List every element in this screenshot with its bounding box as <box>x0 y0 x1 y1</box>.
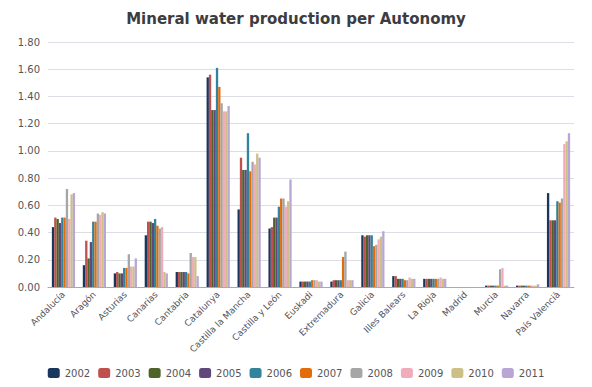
svg-text:Illes Balears: Illes Balears <box>362 289 408 335</box>
svg-text:0.20: 0.20 <box>18 254 40 265</box>
svg-text:Murcia: Murcia <box>472 289 500 317</box>
svg-text:2008: 2008 <box>367 368 392 379</box>
svg-text:Galicia: Galicia <box>348 289 377 318</box>
svg-text:1.20: 1.20 <box>18 118 40 129</box>
svg-text:Euskadi: Euskadi <box>283 289 315 321</box>
svg-text:Madrid: Madrid <box>440 289 469 318</box>
svg-text:1.80: 1.80 <box>18 37 40 48</box>
svg-text:2009: 2009 <box>418 368 443 379</box>
svg-text:Cantabria: Cantabria <box>152 289 191 328</box>
svg-text:2004: 2004 <box>166 368 191 379</box>
svg-text:Mineral water production per A: Mineral water production per Autonomy <box>126 10 466 28</box>
svg-text:2002: 2002 <box>65 368 90 379</box>
svg-text:Catalunya: Catalunya <box>182 289 222 329</box>
svg-text:Aragón: Aragón <box>68 289 98 319</box>
svg-text:Andalucía: Andalucía <box>29 289 67 327</box>
svg-text:2006: 2006 <box>267 368 292 379</box>
svg-text:Asturias: Asturias <box>96 289 129 323</box>
svg-text:0.60: 0.60 <box>18 200 40 211</box>
svg-text:Canarias: Canarias <box>124 289 160 325</box>
svg-text:2003: 2003 <box>115 368 140 379</box>
svg-text:0.00: 0.00 <box>18 282 40 293</box>
svg-text:1.40: 1.40 <box>18 91 40 102</box>
svg-text:Extremadura: Extremadura <box>297 289 345 337</box>
svg-text:2011: 2011 <box>519 368 544 379</box>
svg-text:Castilla y León: Castilla y León <box>230 289 283 342</box>
svg-text:0.40: 0.40 <box>18 227 40 238</box>
svg-text:La Rioja: La Rioja <box>406 289 438 321</box>
svg-text:2007: 2007 <box>317 368 342 379</box>
svg-text:Castilla la Mancha: Castilla la Mancha <box>187 289 253 355</box>
svg-text:Navarra: Navarra <box>498 289 532 322</box>
svg-text:1.00: 1.00 <box>18 145 40 156</box>
svg-text:2010: 2010 <box>468 368 493 379</box>
svg-text:0.80: 0.80 <box>18 173 40 184</box>
svg-text:1.60: 1.60 <box>18 64 40 75</box>
svg-text:País Valencià: País Valencià <box>514 289 562 337</box>
svg-text:2005: 2005 <box>216 368 241 379</box>
